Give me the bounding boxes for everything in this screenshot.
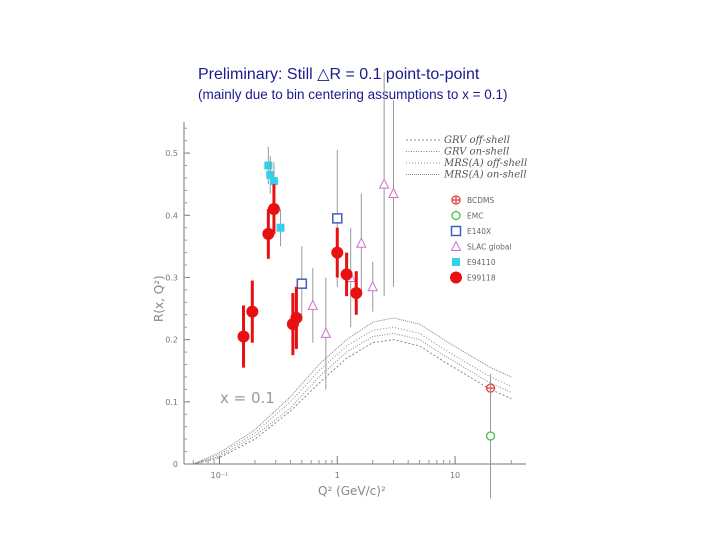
x-tick-label: 10⁻¹ <box>211 471 229 480</box>
point-marker <box>450 240 462 251</box>
series-e99118 <box>237 184 363 368</box>
curve-grv-off-shell <box>193 339 512 465</box>
slide-title: Preliminary: Still △R = 0.1 point-to-poi… <box>198 66 480 83</box>
point-marker <box>356 237 367 248</box>
point-marker <box>296 278 308 289</box>
legend-label: MRS(A) on-shell <box>443 170 527 181</box>
x-axis-title: Q² (GeV/c)² <box>318 484 386 498</box>
point-marker <box>290 311 303 324</box>
y-tick-label: 0.5 <box>165 149 178 158</box>
x-annotation: x = 0.1 <box>220 389 275 407</box>
point-marker <box>269 177 278 186</box>
point-marker <box>320 327 332 338</box>
point-marker <box>367 280 379 292</box>
point-marker <box>332 213 343 224</box>
slide-subtitle: (mainly due to bin centering assumptions… <box>198 87 508 102</box>
y-tick-label: 0.2 <box>165 336 178 345</box>
chart-axes: 0 0.1 0.2 0.3 0.4 0.5 10⁻¹ 1 10 <box>165 122 526 480</box>
legend-label: GRV on-shell <box>444 147 509 158</box>
legend-label: BCDMS <box>467 196 494 205</box>
point-marker <box>452 258 460 266</box>
legend-label: E99118 <box>467 274 496 283</box>
point-marker <box>331 246 344 259</box>
y-tick-label: 0 <box>173 460 178 469</box>
y-tick-label: 0.1 <box>165 398 178 407</box>
theory-curves <box>193 317 512 465</box>
point-marker <box>350 287 363 299</box>
curve-mrs-a-off-shell <box>193 326 512 465</box>
series-e140x <box>296 149 343 321</box>
point-marker <box>485 431 496 441</box>
y-tick-label: 0.3 <box>165 273 178 282</box>
series-slac-global <box>307 72 399 390</box>
data-points <box>237 72 496 499</box>
point-marker <box>267 203 280 216</box>
legend-label: EMC <box>467 212 483 221</box>
point-marker <box>451 210 461 221</box>
point-marker <box>262 227 275 240</box>
point-marker <box>340 268 353 281</box>
legend-label: MRS(A) off-shell <box>443 158 527 169</box>
point-marker <box>307 299 319 310</box>
point-marker <box>264 161 273 170</box>
legend-label: SLAC global <box>467 243 512 252</box>
legend-label: GRV off-shell <box>444 135 510 146</box>
curve-grv-on-shell <box>193 332 512 465</box>
point-marker <box>378 178 390 189</box>
x-tick-label: 10 <box>450 471 460 480</box>
series-e94110 <box>264 146 285 247</box>
point-marker <box>266 170 275 179</box>
series-emc <box>485 373 496 499</box>
point-marker <box>276 223 285 232</box>
point-marker <box>450 271 462 284</box>
point-marker <box>388 187 399 199</box>
curve-mrs-a-on-shell <box>193 317 512 465</box>
point-marker <box>237 330 250 343</box>
point-marker <box>246 305 259 318</box>
legend-label: E94110 <box>467 258 496 267</box>
legend-label: E140X <box>467 227 491 236</box>
point-marker <box>450 225 462 237</box>
y-axis-title: R(x, Q²) <box>152 275 166 322</box>
x-tick-label: 1 <box>335 471 340 480</box>
y-tick-label: 0.4 <box>165 211 178 220</box>
